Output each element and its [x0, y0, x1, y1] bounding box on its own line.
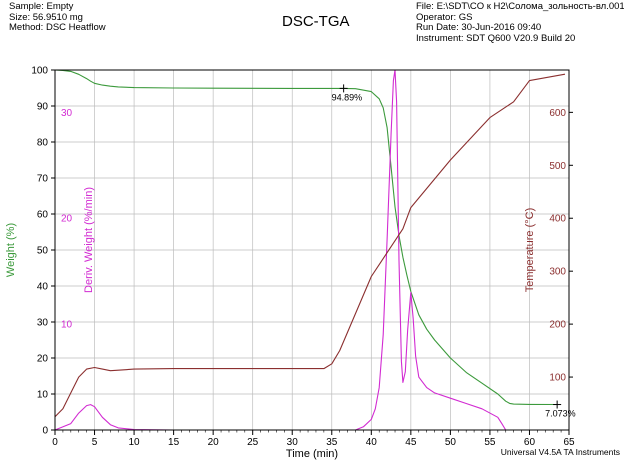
temperature-line [54, 73, 566, 418]
y2-tick-label: 10 [61, 320, 73, 331]
deriv-weight-line [54, 69, 507, 431]
series-lines [54, 69, 566, 431]
y-tick-label: 90 [37, 102, 49, 113]
sample-text: Sample: Empty [9, 1, 74, 12]
annotations: 94.89% 7.073% [332, 84, 576, 419]
y3-tick-label: 400 [549, 214, 566, 225]
size-text: Size: 56.9510 mg [9, 11, 83, 23]
x-tick-label: 30 [287, 437, 299, 448]
instrument-text: Instrument: SDT Q600 V20.9 Build 20 [416, 32, 576, 44]
y3-axis-label: Temperature (°C) [524, 208, 536, 292]
y-tick-label: 50 [37, 246, 49, 257]
y-tick-label: 10 [37, 390, 49, 401]
y-tick-label: 60 [37, 210, 49, 221]
y-tick-label: 40 [37, 282, 49, 293]
weight-line [54, 69, 558, 406]
chart-title: DSC-TGA [282, 13, 350, 30]
y3-tick-label: 300 [549, 267, 566, 278]
axes: 0 5 10 15 20 25 30 35 40 45 50 55 60 65 0 10 20 30 40 50 60 7… [31, 66, 575, 449]
y3-tick-label: 200 [549, 320, 566, 331]
header-right: File: E:\SDT\CO к H2\Солома_зольность-вл… [416, 1, 624, 44]
y3-tick-label: 100 [549, 373, 566, 384]
y-axis-label: Weight (%) [5, 223, 17, 277]
y-tick-label: 80 [37, 138, 49, 149]
y-tick-label: 100 [31, 66, 48, 77]
run-date-text: Run Date: 30-Jun-2016 09:40 [416, 22, 542, 33]
y2-axis-label: Deriv. Weight (%/min) [83, 187, 95, 293]
y3-tick-label: 600 [549, 108, 566, 119]
y2-tick-label: 30 [61, 108, 73, 119]
method-text: Method: DSC Heatflow [9, 22, 106, 33]
x-tick-label: 15 [168, 437, 180, 448]
x-tick-label: 60 [524, 437, 536, 448]
x-tick-label: 25 [247, 437, 259, 448]
annotation-label: 94.89% [332, 92, 363, 102]
annotation-label: 7.073% [545, 409, 576, 419]
operator-text: Operator: GS [416, 11, 473, 23]
grid-lines [54, 69, 570, 431]
y-tick-label: 30 [37, 318, 49, 329]
y-tick-label: 20 [37, 354, 49, 365]
footer-text: Universal V4.5A TA Instruments [500, 447, 620, 457]
x-tick-label: 5 [92, 437, 98, 448]
y3-tick-label: 500 [549, 161, 566, 172]
x-tick-label: 50 [445, 437, 457, 448]
x-tick-label: 40 [366, 437, 378, 448]
x-axis-label: Time (min) [286, 448, 338, 460]
y-tick-label: 70 [37, 174, 49, 185]
x-tick-label: 10 [129, 437, 141, 448]
x-tick-label: 20 [208, 437, 220, 448]
x-tick-label: 35 [326, 437, 338, 448]
x-tick-label: 65 [563, 437, 575, 448]
header-left: Sample: Empty Size: 56.9510 mg Method: D… [9, 1, 106, 34]
y2-tick-label: 20 [61, 214, 73, 225]
file-text: File: E:\SDT\CO к H2\Солома_зольность-вл… [416, 1, 624, 12]
y-tick-label: 0 [42, 426, 48, 437]
x-tick-label: 55 [484, 437, 496, 448]
x-tick-label: 0 [52, 437, 58, 448]
x-tick-label: 45 [405, 437, 417, 448]
